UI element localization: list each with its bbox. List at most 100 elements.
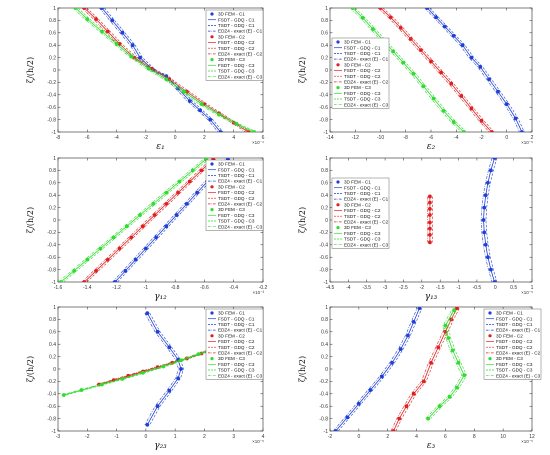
y-tick-label: 0.2 (49, 205, 56, 211)
fem-data-point (504, 102, 509, 106)
x-axis-label: γ₂₃ (154, 441, 167, 451)
fem-data-point (123, 268, 128, 273)
legend-label: FSDT - GDQ - C1 (344, 185, 381, 190)
fem-data-point (417, 307, 422, 311)
y-tick-label: -0.4 (319, 392, 328, 398)
x-tick-label: -0.8 (171, 285, 180, 291)
series-line-edz4 (81, 159, 211, 282)
y-tick-label: -0.2 (47, 80, 56, 86)
fem-data-point (182, 89, 186, 94)
legend-label: FSDT - GDQ - C3 (218, 63, 255, 68)
fem-data-point (378, 8, 383, 10)
legend-item: 3D FEM - C3 (210, 356, 245, 361)
y-tick-label: -1 (52, 280, 57, 286)
y-tick-label: 1 (325, 156, 328, 162)
legend-item: TSDT - GDQ - C3 (334, 237, 381, 242)
y-tick-label: -1 (52, 429, 57, 435)
fem-data-point (419, 48, 423, 53)
chart-panel-3: -1.6 -1.4 -1.2 -1 -0.8 -0.6 -0.4 -0.2 -1 -0.8 -0.6… (26, 156, 268, 302)
fem-data-point (345, 415, 350, 420)
fem-data-point (130, 43, 135, 48)
fem-data-point (72, 268, 77, 273)
y-tick-label: 0.8 (49, 168, 56, 174)
legend-marker (210, 334, 214, 338)
fem-data-point (483, 193, 488, 198)
fem-data-point (391, 49, 396, 54)
y-tick-label: 1 (325, 305, 328, 311)
legend-item: FSDT - GDQ - C1 (208, 316, 255, 321)
series-line-fsdt (393, 308, 458, 431)
legend-item: 3D FEM - C3 (210, 207, 245, 212)
y-tick-label: -0.6 (319, 105, 328, 111)
x-tick-label: -0.2 (259, 285, 268, 291)
series-line-tsdt (104, 8, 224, 132)
y-tick-label: 0.4 (321, 193, 328, 199)
legend-label: 3D FEM - C3 (218, 356, 245, 361)
x-tick-label: -3 (56, 434, 61, 440)
fem-data-point (488, 267, 493, 272)
fem-data-point (196, 352, 201, 357)
fem-data-point (520, 130, 524, 132)
legend-box (483, 308, 542, 380)
legend-label: EDZ4 - exact (E) - C3 (218, 74, 263, 79)
series-line-tsdt (485, 158, 498, 282)
legend-label: 3D FEM - C3 (218, 57, 245, 62)
y-tick-label: -0.2 (319, 379, 328, 385)
y-tick-label: 1 (53, 305, 56, 311)
legend-label: TSDT - GDQ - C3 (496, 368, 533, 373)
legend-label: 3D FEM - C2 (344, 62, 371, 67)
fem-data-point (117, 246, 122, 251)
y-tick-label: -0.8 (47, 416, 56, 422)
series-group (350, 8, 525, 132)
fem-data-point (151, 201, 156, 206)
x-tick-label: 6 (262, 135, 265, 141)
fem-data-point (446, 336, 451, 340)
legend-label: FSDT - GDQ - C1 (496, 316, 533, 321)
y-tick-label: -0.6 (319, 255, 328, 261)
legend-item: EDZ4 - exact (E) - C1 (334, 57, 389, 62)
fem-data-point (496, 89, 500, 94)
fem-data-point (452, 308, 456, 312)
legend-marker (210, 35, 214, 39)
x-tick-label: -4.5 (326, 285, 335, 291)
fem-data-point (124, 224, 129, 229)
fem-data-point (120, 377, 125, 381)
y-tick-label: 0.8 (49, 317, 56, 323)
legend-item: FSDT - GDQ - C2 (208, 339, 255, 344)
legend-marker (210, 185, 214, 189)
fem-data-point (176, 376, 180, 381)
legend-item: 3D FEM - C1 (488, 311, 523, 316)
x-tick-label: -3 (383, 285, 388, 291)
x-tick-label: -4 (114, 135, 119, 141)
legend-item: FSDT - GDQ - C3 (208, 362, 255, 367)
y-tick-label: 0.4 (321, 43, 328, 49)
legend-label: 3D FEM - C2 (218, 184, 245, 189)
y-tick-label: -0.4 (319, 93, 328, 99)
series-line-tsdt (86, 159, 216, 282)
fem-data-point (492, 280, 497, 282)
x-tick-label: 8 (473, 434, 476, 440)
y-tick-label: 0 (325, 68, 328, 74)
fem-data-point (73, 8, 78, 10)
fem-data-point (360, 16, 365, 20)
fem-data-point (164, 77, 169, 82)
fem-data-point (371, 27, 375, 31)
legend-item: FSDT - GDQ - C3 (486, 362, 533, 367)
legend-box (205, 9, 264, 81)
x-axis-label: ε₃ (427, 441, 436, 451)
x-tick-label: 10 (500, 434, 506, 440)
fem-data-point (111, 235, 116, 240)
fem-data-point (483, 242, 488, 247)
y-tick-label: 0.2 (49, 354, 56, 360)
y-tick-label: 1 (325, 6, 328, 12)
series-line-tsdt (429, 8, 525, 132)
fem-data-point (82, 280, 87, 282)
fem-data-point (390, 360, 394, 365)
fem-data-point (141, 370, 145, 375)
fem-data-point (155, 404, 160, 409)
y-tick-label: -0.2 (319, 80, 328, 86)
legend-item: 3D FEM - C3 (336, 225, 371, 230)
series-line-tsdt (63, 159, 209, 282)
